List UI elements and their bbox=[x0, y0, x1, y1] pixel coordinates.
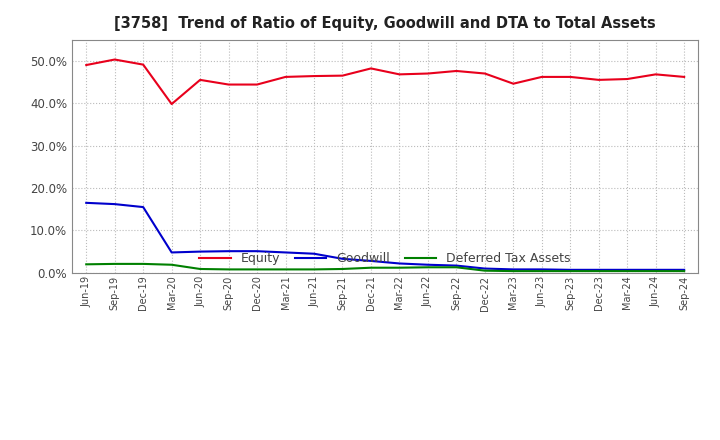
Goodwill bbox=[537, 267, 546, 272]
Deferred Tax Assets bbox=[167, 262, 176, 268]
Line: Goodwill: Goodwill bbox=[86, 203, 684, 270]
Equity bbox=[509, 81, 518, 86]
Goodwill bbox=[167, 250, 176, 255]
Goodwill bbox=[480, 266, 489, 271]
Goodwill bbox=[423, 262, 432, 268]
Equity bbox=[652, 72, 660, 77]
Equity bbox=[452, 68, 461, 73]
Deferred Tax Assets bbox=[196, 266, 204, 271]
Equity bbox=[167, 101, 176, 106]
Goodwill bbox=[509, 267, 518, 272]
Equity bbox=[253, 82, 261, 87]
Deferred Tax Assets bbox=[310, 267, 318, 272]
Goodwill bbox=[253, 249, 261, 254]
Equity bbox=[225, 82, 233, 87]
Equity bbox=[566, 74, 575, 80]
Goodwill bbox=[395, 261, 404, 266]
Equity bbox=[196, 77, 204, 83]
Line: Equity: Equity bbox=[86, 59, 684, 104]
Equity bbox=[282, 74, 290, 80]
Deferred Tax Assets bbox=[253, 267, 261, 272]
Goodwill bbox=[595, 267, 603, 272]
Goodwill bbox=[452, 263, 461, 268]
Goodwill bbox=[110, 202, 119, 207]
Title: [3758]  Trend of Ratio of Equity, Goodwill and DTA to Total Assets: [3758] Trend of Ratio of Equity, Goodwil… bbox=[114, 16, 656, 32]
Deferred Tax Assets bbox=[225, 267, 233, 272]
Equity bbox=[310, 73, 318, 79]
Deferred Tax Assets bbox=[82, 262, 91, 267]
Goodwill bbox=[310, 251, 318, 257]
Deferred Tax Assets bbox=[509, 268, 518, 274]
Equity bbox=[338, 73, 347, 78]
Equity bbox=[537, 74, 546, 80]
Deferred Tax Assets bbox=[623, 268, 631, 274]
Goodwill bbox=[196, 249, 204, 254]
Goodwill bbox=[139, 205, 148, 210]
Equity bbox=[423, 71, 432, 76]
Deferred Tax Assets bbox=[423, 264, 432, 270]
Legend: Equity, Goodwill, Deferred Tax Assets: Equity, Goodwill, Deferred Tax Assets bbox=[196, 249, 575, 269]
Deferred Tax Assets bbox=[537, 268, 546, 274]
Equity bbox=[680, 74, 688, 80]
Goodwill bbox=[225, 249, 233, 254]
Deferred Tax Assets bbox=[139, 261, 148, 267]
Equity bbox=[110, 57, 119, 62]
Goodwill bbox=[82, 200, 91, 205]
Equity bbox=[595, 77, 603, 83]
Goodwill bbox=[680, 267, 688, 272]
Goodwill bbox=[338, 256, 347, 261]
Deferred Tax Assets bbox=[452, 264, 461, 270]
Deferred Tax Assets bbox=[680, 268, 688, 274]
Equity bbox=[395, 72, 404, 77]
Deferred Tax Assets bbox=[110, 261, 119, 267]
Goodwill bbox=[623, 267, 631, 272]
Equity bbox=[623, 77, 631, 82]
Goodwill bbox=[366, 258, 375, 264]
Deferred Tax Assets bbox=[595, 268, 603, 274]
Deferred Tax Assets bbox=[338, 266, 347, 271]
Goodwill bbox=[652, 267, 660, 272]
Goodwill bbox=[282, 250, 290, 255]
Equity bbox=[82, 62, 91, 68]
Deferred Tax Assets bbox=[282, 267, 290, 272]
Deferred Tax Assets bbox=[366, 265, 375, 270]
Equity bbox=[139, 62, 148, 67]
Deferred Tax Assets bbox=[652, 268, 660, 274]
Line: Deferred Tax Assets: Deferred Tax Assets bbox=[86, 264, 684, 271]
Equity bbox=[480, 71, 489, 76]
Deferred Tax Assets bbox=[395, 265, 404, 270]
Equity bbox=[366, 66, 375, 71]
Goodwill bbox=[566, 267, 575, 272]
Deferred Tax Assets bbox=[480, 268, 489, 273]
Deferred Tax Assets bbox=[566, 268, 575, 274]
